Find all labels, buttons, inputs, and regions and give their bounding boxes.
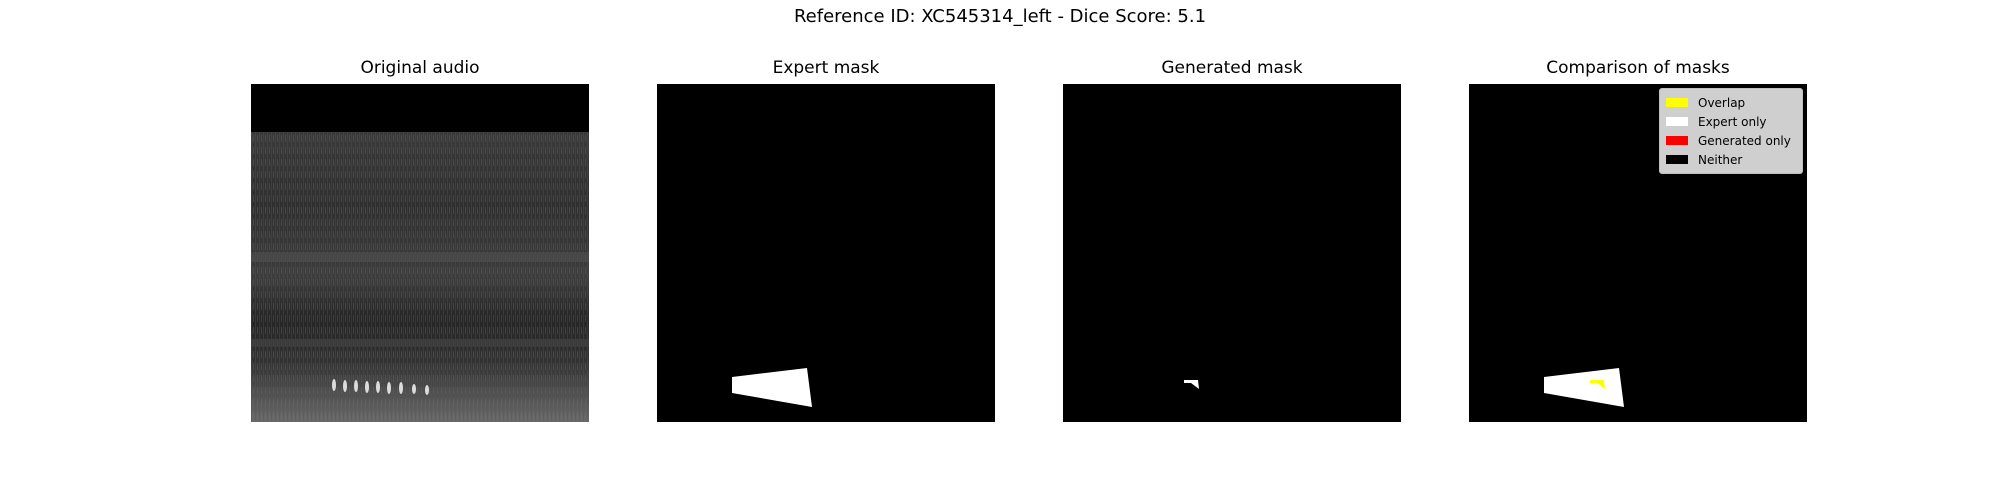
legend-item-overlap: Overlap xyxy=(1666,93,1796,112)
legend-label-overlap: Overlap xyxy=(1698,95,1746,110)
spectrogram-image xyxy=(251,84,589,422)
panel-title-generated-mask: Generated mask xyxy=(1161,58,1303,78)
comparison-expert-only-region xyxy=(1544,368,1624,407)
legend-item-neither: Neither xyxy=(1666,150,1796,169)
comparison-overlap-region xyxy=(1590,380,1605,389)
legend-label-neither: Neither xyxy=(1698,152,1743,167)
panel-title-expert-mask: Expert mask xyxy=(772,58,880,78)
spectrogram-call-marks xyxy=(332,379,429,395)
legend-swatch-neither xyxy=(1666,155,1688,164)
generated-mask-region xyxy=(1184,380,1199,389)
legend-swatch-overlap xyxy=(1666,98,1688,107)
legend-swatch-expert-only xyxy=(1666,117,1688,126)
legend-swatch-generated-only xyxy=(1666,136,1688,145)
legend-label-generated-only: Generated only xyxy=(1698,133,1791,148)
legend-label-expert-only: Expert only xyxy=(1698,114,1767,129)
panel-title-comparison: Comparison of masks xyxy=(1546,58,1730,78)
panel-title-original-audio: Original audio xyxy=(360,58,480,78)
spectrogram-svg xyxy=(251,84,589,422)
legend: Overlap Expert only Generated only Neith… xyxy=(1659,88,1803,174)
generated-mask-image xyxy=(1063,84,1401,422)
figure-title: Reference ID: XC545314_left - Dice Score… xyxy=(793,6,1207,27)
legend-item-generated-only: Generated only xyxy=(1666,131,1796,150)
legend-item-expert-only: Expert only xyxy=(1666,112,1796,131)
expert-mask-image xyxy=(657,84,995,422)
comparison-image: Overlap Expert only Generated only Neith… xyxy=(1469,84,1807,422)
expert-mask-region xyxy=(732,368,812,407)
